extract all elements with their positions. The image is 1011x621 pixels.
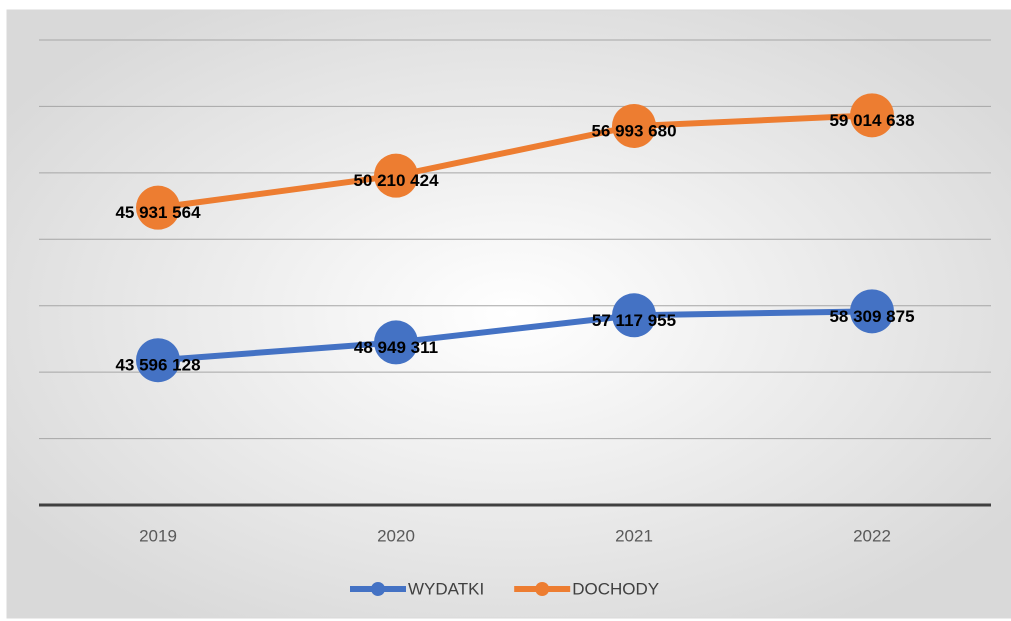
legend-marker xyxy=(535,582,550,596)
data-label: 56 993 680 xyxy=(591,121,676,140)
point xyxy=(612,293,656,338)
point xyxy=(850,93,894,138)
series-line xyxy=(157,112,873,211)
x-tick-label: 2020 xyxy=(377,526,415,545)
x-tick-label: 2021 xyxy=(615,526,653,545)
legend-marker xyxy=(371,582,385,596)
point xyxy=(850,289,894,334)
point xyxy=(374,320,418,365)
point xyxy=(136,338,180,383)
series-line xyxy=(157,308,873,364)
x-tick-label: 2019 xyxy=(139,526,177,545)
data-label: 43 596 128 xyxy=(115,356,200,375)
data-label: 57 117 955 xyxy=(592,311,676,330)
data-label: 48 949 311 xyxy=(354,338,438,357)
data-label: 59 014 638 xyxy=(829,111,914,130)
data-label: 58 309 875 xyxy=(829,307,914,326)
data-label: 45 931 564 xyxy=(115,203,201,222)
point xyxy=(136,185,180,230)
point xyxy=(612,103,656,148)
data-label: 50 210 424 xyxy=(353,171,439,190)
legend-label: WYDATKI xyxy=(408,579,484,598)
legend-label: DOCHODY xyxy=(572,579,659,598)
x-tick-label: 2022 xyxy=(853,526,891,545)
point xyxy=(374,153,418,198)
